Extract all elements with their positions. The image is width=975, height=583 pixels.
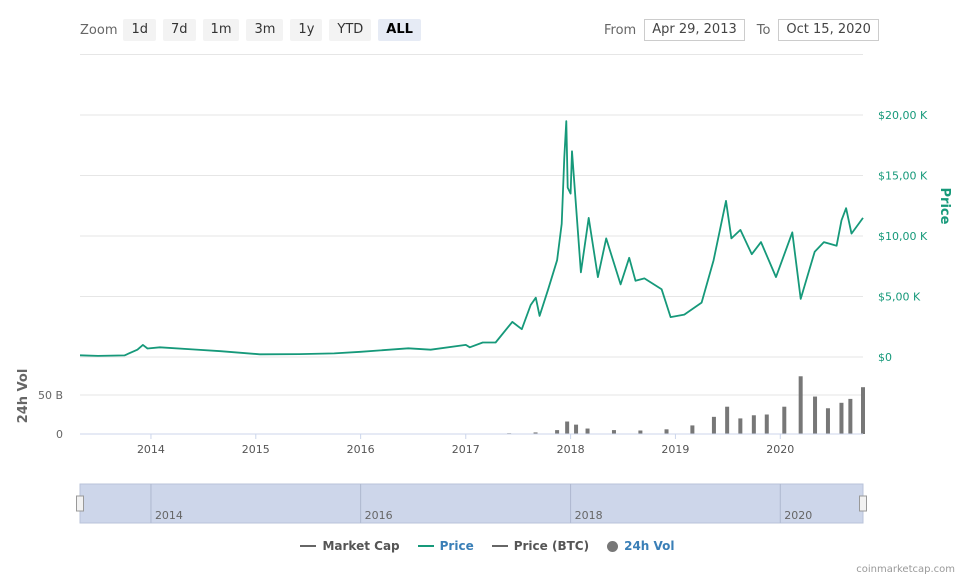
price-tick-label: $5,00 K: [878, 291, 921, 304]
x-tick-label: 2014: [137, 443, 165, 456]
from-label: From: [604, 22, 637, 38]
zoom-1m-button[interactable]: 1m: [202, 19, 240, 41]
volume-bar: [751, 415, 756, 434]
volume-bar: [861, 387, 865, 434]
volume-bar: [798, 376, 803, 434]
volume-bar: [638, 430, 643, 434]
price-axis-title: Price: [937, 188, 952, 225]
legend-price-btc-swatch: [491, 545, 508, 547]
x-tick-label: 2015: [242, 443, 270, 456]
volume-bar: [711, 416, 716, 434]
legend-24h-vol-label: 24h Vol: [624, 539, 675, 553]
legend-price-swatch: [417, 545, 434, 547]
price-tick-label: $10,00 K: [878, 230, 928, 243]
zoom-1y-button[interactable]: 1y: [290, 19, 323, 41]
volume-bar: [574, 424, 579, 434]
legend-24h-vol[interactable]: 24h Vol: [607, 539, 675, 553]
x-tick-label: 2019: [661, 443, 689, 456]
navigator-label: 2020: [784, 509, 812, 522]
legend-market-cap-swatch: [300, 545, 317, 547]
volume-bar: [585, 428, 590, 434]
volume-bar: [813, 396, 818, 434]
zoom-bar: Zoom 1d 7d 1m 3m 1y YTD ALL: [80, 19, 428, 41]
toolbar-divider: [80, 54, 863, 55]
price-tick-label: $0: [878, 351, 892, 364]
volume-bar: [555, 430, 560, 434]
legend-price-label: Price: [439, 539, 474, 553]
navigator-label: 2016: [365, 509, 393, 522]
volume-bar: [533, 432, 538, 434]
price-tick-label: $20,00 K: [878, 109, 928, 122]
volume-bar: [839, 402, 844, 434]
volume-bar: [782, 406, 787, 434]
volume-bar: [725, 406, 730, 434]
zoom-label: Zoom: [80, 22, 118, 38]
volume-bar: [848, 398, 853, 434]
zoom-3m-button[interactable]: 3m: [246, 19, 284, 41]
navigator-label: 2014: [155, 509, 183, 522]
x-tick-label: 2018: [557, 443, 585, 456]
x-tick-label: 2016: [347, 443, 375, 456]
legend-market-cap[interactable]: Market Cap: [300, 539, 400, 553]
legend-price-btc-label: Price (BTC): [513, 539, 590, 553]
navigator-right-handle[interactable]: [859, 495, 867, 512]
volume-bar: [664, 429, 669, 434]
credit[interactable]: coinmarketcap.com: [856, 564, 955, 575]
volume-tick-label: 0: [56, 428, 63, 441]
volume-tick-label: 50 B: [38, 389, 63, 402]
date-range: From Apr 29, 2013 To Oct 15, 2020: [604, 19, 879, 41]
to-label: To: [756, 22, 771, 38]
from-date-input[interactable]: Apr 29, 2013: [644, 19, 745, 41]
volume-axis-title: 24h Vol: [16, 369, 31, 424]
volume-bar: [565, 421, 570, 434]
zoom-1d-button[interactable]: 1d: [123, 19, 157, 41]
volume-bar: [764, 414, 769, 434]
legend: Market Cap Price Price (BTC) 24h Vol: [0, 539, 975, 553]
legend-price-btc[interactable]: Price (BTC): [491, 539, 590, 553]
volume-bar: [825, 408, 830, 434]
x-tick-label: 2020: [766, 443, 794, 456]
zoom-all-button[interactable]: ALL: [378, 19, 421, 41]
to-date-input[interactable]: Oct 15, 2020: [778, 19, 879, 41]
zoom-7d-button[interactable]: 7d: [163, 19, 196, 41]
x-tick-label: 2017: [452, 443, 480, 456]
zoom-ytd-button[interactable]: YTD: [329, 19, 372, 41]
navigator-label: 2018: [575, 509, 603, 522]
navigator-window[interactable]: [79, 483, 864, 524]
price-tick-label: $15,00 K: [878, 170, 928, 183]
legend-price[interactable]: Price: [417, 539, 474, 553]
legend-24h-vol-swatch: [607, 540, 619, 552]
navigator-left-handle[interactable]: [76, 495, 84, 512]
price-line: [79, 120, 864, 357]
legend-market-cap-label: Market Cap: [322, 539, 400, 553]
navigator[interactable]: 2014 2016 2018 2020: [76, 483, 867, 524]
volume-bar: [611, 430, 616, 434]
volume-bar: [738, 418, 743, 434]
volume-bar: [690, 425, 695, 434]
